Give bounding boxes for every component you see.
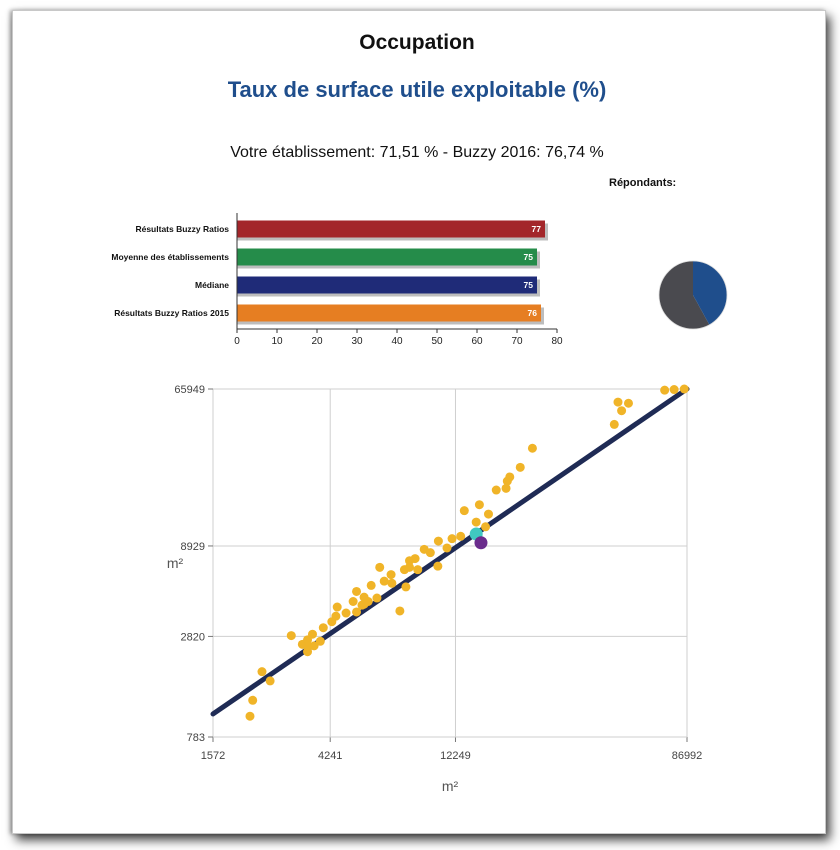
- scatter-point: [352, 607, 362, 617]
- bar-x-tick-label: 50: [431, 336, 443, 347]
- scatter-plot-area: [212, 388, 688, 738]
- scatter-point: [413, 565, 423, 575]
- bar-x-tick-label: 80: [551, 336, 563, 347]
- scatter-point: [425, 548, 435, 558]
- bar-x-tick-label: 70: [511, 336, 523, 347]
- y-axis-title: m²: [167, 555, 184, 571]
- respondants-label: Répondants:: [609, 177, 677, 189]
- bar-category-label: Résultats Buzzy Ratios 2015: [114, 308, 229, 318]
- scatter-point: [474, 500, 484, 510]
- scatter-point: [613, 397, 623, 407]
- scatter-point: [433, 561, 443, 571]
- scatter-point: [257, 667, 267, 677]
- scatter-point: [395, 606, 405, 616]
- page-title: Occupation: [359, 31, 475, 54]
- bar-category-label: Médiane: [195, 280, 229, 290]
- scatter-point: [623, 398, 633, 408]
- x-tick-label: 4241: [318, 750, 342, 762]
- bar-x-tick-label: 20: [311, 336, 323, 347]
- scatter-point: [501, 483, 511, 493]
- scatter-point: [331, 611, 341, 621]
- scatter-point: [459, 506, 469, 516]
- bar-value-label: 77: [532, 224, 542, 234]
- bar-x-tick-label: 40: [391, 336, 403, 347]
- x-tick-label: 1572: [201, 750, 225, 762]
- scatter-point: [352, 586, 362, 596]
- bar-value-label: 75: [524, 252, 534, 262]
- summary-text: Votre établissement: 71,51 % - Buzzy 201…: [230, 144, 604, 161]
- scatter-point: [307, 629, 317, 639]
- bar: [237, 220, 545, 238]
- scatter-point: [387, 578, 397, 588]
- bar-x-tick-label: 10: [271, 336, 283, 347]
- bar: [237, 276, 537, 294]
- scatter-point: [447, 534, 457, 544]
- scatter-point: [332, 602, 342, 612]
- y-tick-label: 2820: [181, 631, 205, 643]
- scatter-point: [405, 562, 415, 572]
- pie-slice: [659, 261, 710, 329]
- scatter-chart: 1572 4241 12249 86992 783 2820 8929 65949 m² m²: [167, 384, 703, 794]
- scatter-point: [471, 517, 481, 527]
- scatter-point: [372, 593, 382, 603]
- scatter-point: [481, 522, 491, 532]
- bar-x-tick-label: 30: [351, 336, 363, 347]
- scatter-point: [410, 554, 420, 564]
- report-panel: Occupation Taux de surface utile exploit…: [12, 10, 826, 834]
- y-tick-label: 8929: [181, 541, 205, 553]
- scatter-point: [679, 384, 689, 394]
- highlight-point: [474, 536, 488, 550]
- bar: [237, 304, 541, 322]
- trend-line: [210, 386, 690, 717]
- scatter-point: [341, 608, 351, 618]
- scatter-point: [527, 443, 537, 453]
- scatter-point: [286, 631, 296, 641]
- scatter-point: [245, 711, 255, 721]
- y-tick-label: 65949: [174, 384, 205, 396]
- bar-chart: Résultats Buzzy Ratios 77 Moyenne des étab…: [111, 213, 563, 347]
- x-axis-title: m²: [442, 778, 459, 794]
- y-tick-label: 783: [187, 732, 205, 744]
- scatter-point: [515, 462, 525, 472]
- scatter-point: [609, 419, 619, 429]
- scatter-point: [433, 536, 443, 546]
- scatter-point: [348, 597, 358, 607]
- scatter-point: [366, 580, 376, 590]
- scatter-point: [442, 543, 452, 553]
- bar-category-label: Moyenne des établissements: [111, 252, 229, 262]
- scatter-point: [617, 406, 627, 416]
- scatter-point: [483, 509, 493, 519]
- scatter-point: [456, 531, 466, 541]
- scatter-point: [660, 385, 670, 395]
- scatter-point: [303, 641, 313, 651]
- scatter-point: [379, 576, 389, 586]
- scatter-point: [315, 636, 325, 646]
- scatter-point: [401, 582, 411, 592]
- scatter-point: [265, 676, 275, 686]
- pie-outline: [658, 260, 728, 330]
- scatter-point: [375, 562, 385, 572]
- bar-x-tick-label: 0: [234, 336, 240, 347]
- respondants-pie-chart: [658, 260, 728, 330]
- pie-slice: [693, 261, 727, 325]
- scatter-point: [363, 597, 373, 607]
- chart-subtitle: Taux de surface utile exploitable (%): [227, 77, 607, 102]
- scatter-point: [386, 570, 396, 580]
- bar: [237, 248, 537, 266]
- bar-category-label: Résultats Buzzy Ratios: [135, 224, 229, 234]
- scatter-point: [491, 485, 501, 495]
- scatter-point: [318, 623, 328, 633]
- bar-value-label: 76: [528, 308, 538, 318]
- scatter-point: [248, 695, 258, 705]
- bar-value-label: 75: [524, 280, 534, 290]
- x-tick-label: 86992: [672, 750, 703, 762]
- bar-x-tick-label: 60: [471, 336, 483, 347]
- scatter-point: [505, 472, 515, 482]
- scatter-point: [309, 641, 319, 651]
- x-tick-label: 12249: [440, 750, 471, 762]
- scatter-point: [669, 385, 679, 395]
